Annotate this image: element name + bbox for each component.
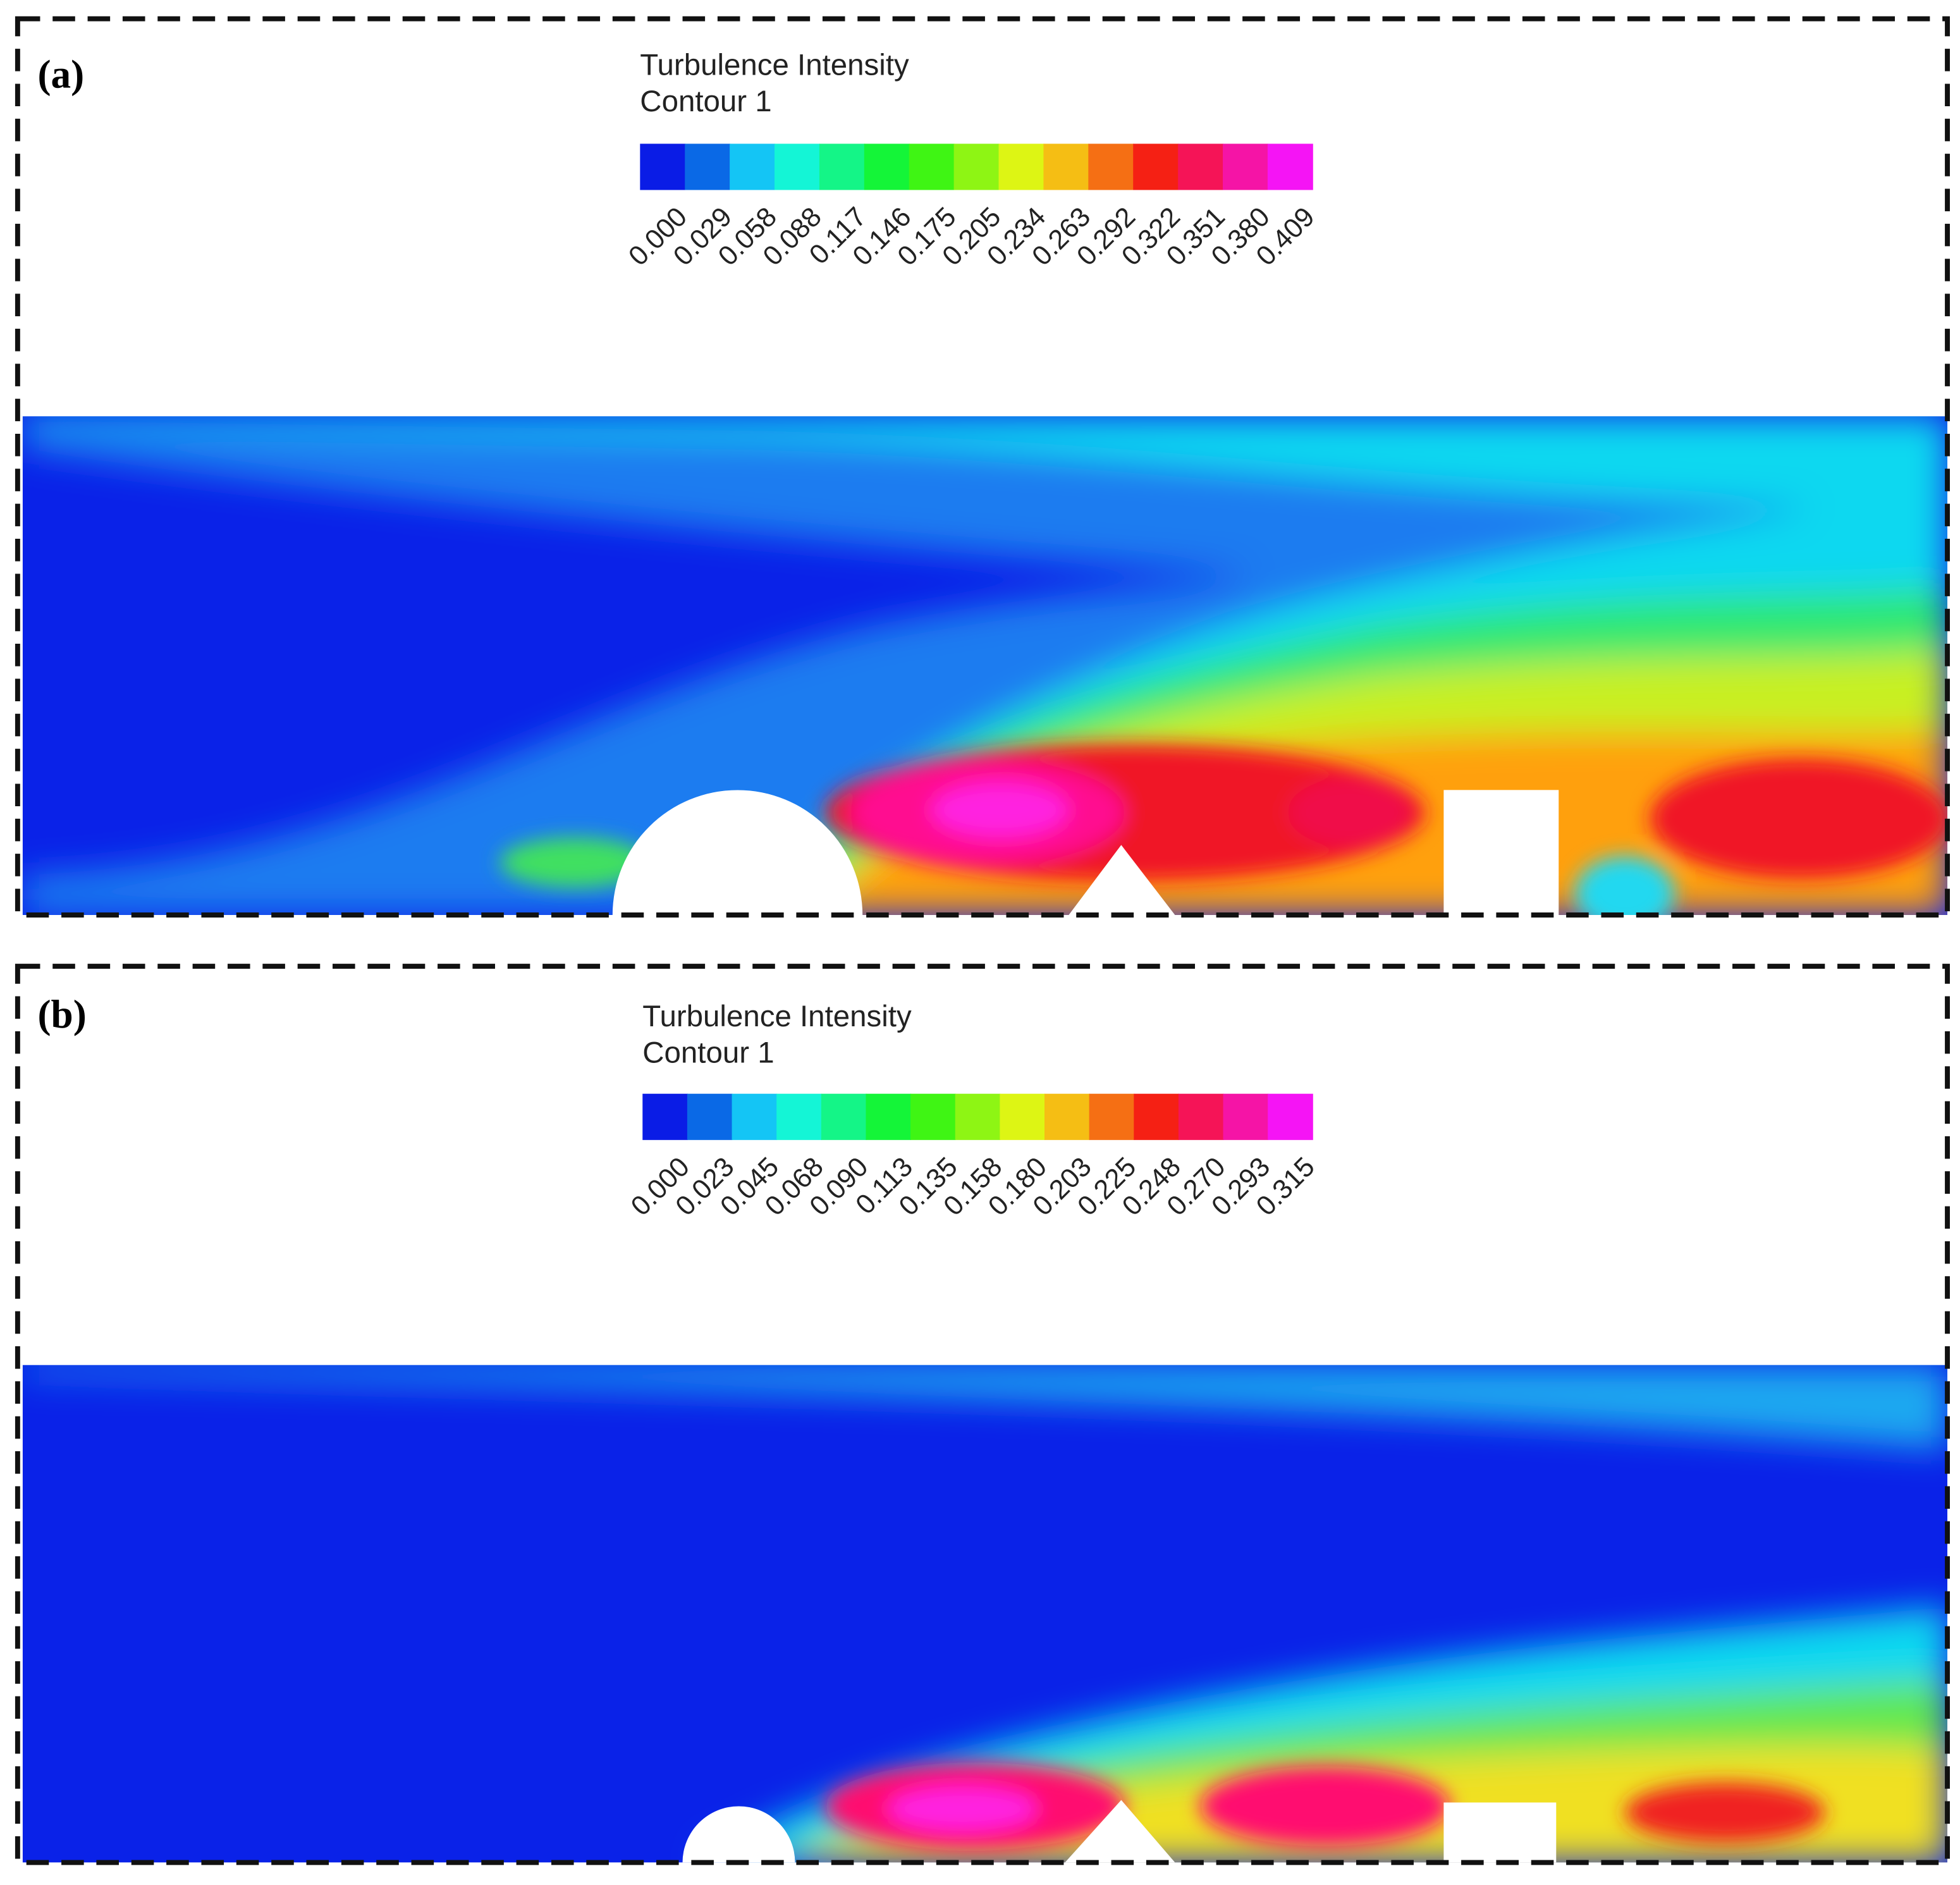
colorbar-segment bbox=[910, 1093, 956, 1140]
colorbar-segment bbox=[953, 144, 1000, 190]
colorbar-segment bbox=[1043, 144, 1089, 190]
colorbar-segment bbox=[821, 1093, 867, 1140]
colorbar-segment bbox=[640, 144, 686, 190]
colorbar-segment bbox=[1044, 1093, 1090, 1140]
colorbar-segment bbox=[998, 144, 1044, 190]
colorbar-segment bbox=[732, 1093, 778, 1140]
colorbar-segment bbox=[642, 1093, 688, 1140]
colorbar-segment bbox=[1088, 144, 1134, 190]
colorbar-segment bbox=[730, 144, 776, 190]
panel-frame bbox=[15, 964, 1950, 1865]
contour-field-a bbox=[22, 416, 1948, 916]
panel-frame bbox=[15, 16, 1950, 918]
legend-subtitle: Contour 1 bbox=[640, 85, 771, 118]
colorbar-segment bbox=[687, 1093, 733, 1140]
colorbar-segment bbox=[909, 144, 955, 190]
contour-field-b bbox=[22, 1365, 1948, 1863]
colorbar-segment bbox=[776, 1093, 822, 1140]
colorbar-segment bbox=[775, 144, 820, 190]
colorbar-segment bbox=[819, 144, 865, 190]
colorbar-segment bbox=[1223, 1093, 1269, 1140]
colorbar-segment bbox=[1133, 144, 1179, 190]
colorbar-segment bbox=[1267, 144, 1313, 190]
colorbar-segment bbox=[866, 1093, 912, 1140]
colorbar-segment bbox=[1178, 1093, 1224, 1140]
legend-title: Turbulence Intensity bbox=[640, 49, 909, 82]
colorbar-segment bbox=[1134, 1093, 1179, 1140]
colorbar-segment bbox=[1000, 1093, 1045, 1140]
panel-label: (a) bbox=[38, 52, 85, 96]
legend-subtitle: Contour 1 bbox=[642, 1036, 774, 1069]
panel-label: (b) bbox=[38, 992, 87, 1036]
legend-title: Turbulence Intensity bbox=[642, 1000, 912, 1033]
colorbar-segment bbox=[685, 144, 731, 190]
colorbar-segment bbox=[1268, 1093, 1313, 1140]
colorbar-segment bbox=[1223, 144, 1268, 190]
colorbar-segment bbox=[1178, 144, 1224, 190]
colorbar-segment bbox=[955, 1093, 1001, 1140]
colorbar-segment bbox=[864, 144, 910, 190]
colorbar-segment bbox=[1089, 1093, 1135, 1140]
